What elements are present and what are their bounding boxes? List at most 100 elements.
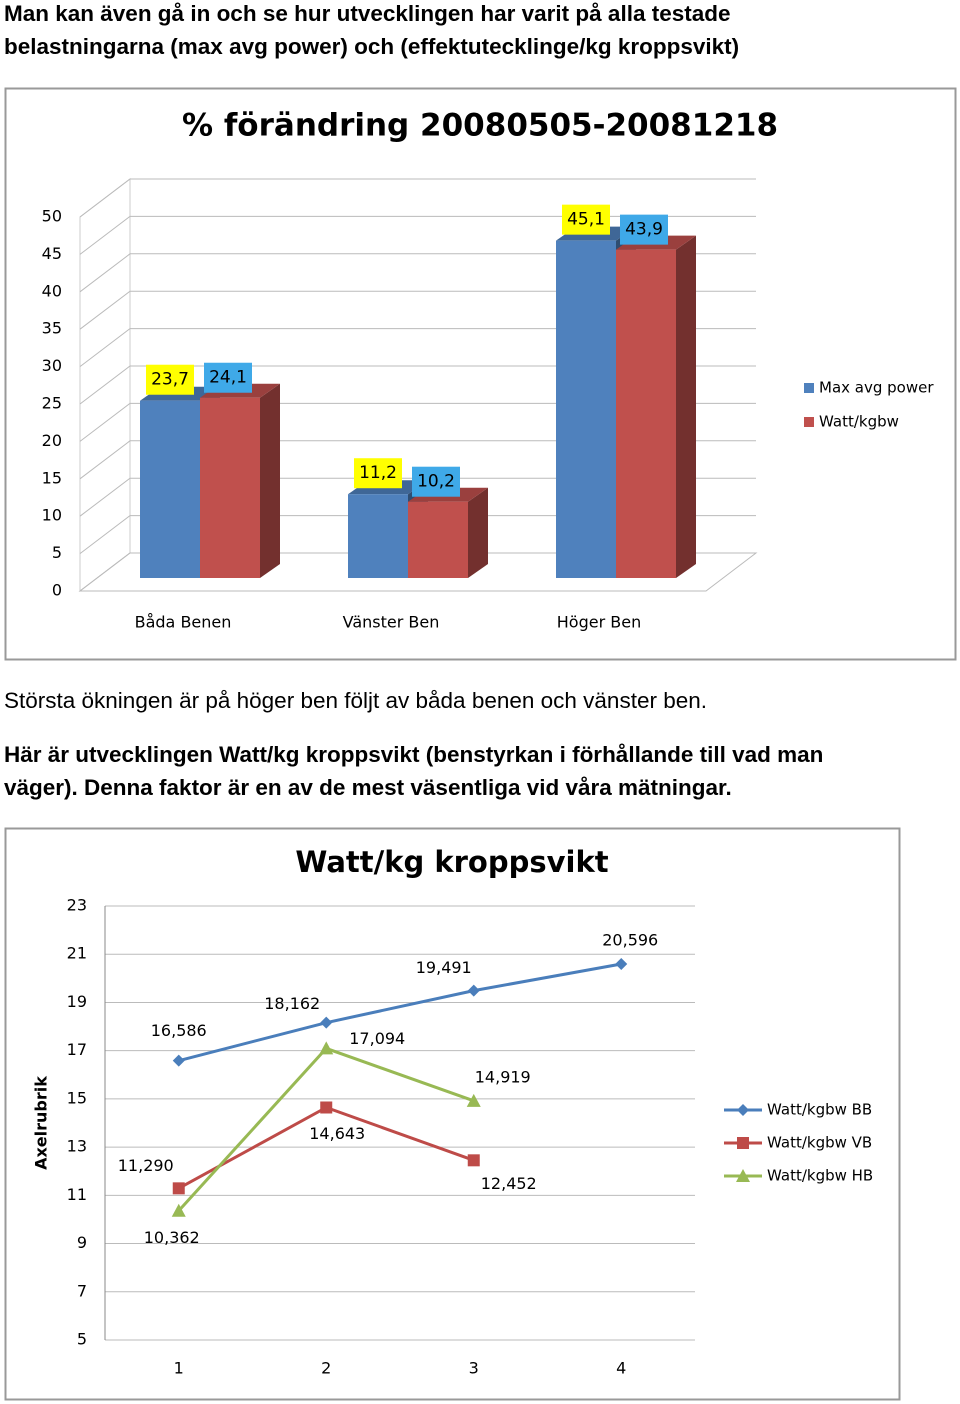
bar — [556, 240, 616, 579]
finding: Största ökningen är på höger ben följt a… — [4, 688, 707, 713]
grid-line — [79, 215, 756, 255]
x-tick-label: 3 — [469, 1359, 479, 1378]
y-tick-label: 15 — [67, 1088, 87, 1107]
legend-marker — [737, 1137, 749, 1149]
next-line: väger). Denna faktor är en av de mest vä… — [4, 775, 732, 800]
y-tick-label: 45 — [42, 244, 62, 263]
grid-line — [79, 440, 756, 480]
value-label: 12,452 — [481, 1174, 537, 1193]
y-tick-label: 0 — [52, 581, 62, 600]
y-tick-label: 23 — [67, 896, 87, 915]
y-tick-label: 5 — [77, 1330, 87, 1349]
point — [467, 1154, 480, 1167]
value-label: 14,643 — [309, 1124, 365, 1143]
intro-line: belastningarna (max avg power) och (effe… — [4, 34, 739, 59]
value-label: 43,9 — [625, 220, 663, 240]
value-label: 16,586 — [151, 1021, 207, 1040]
value-label-bg — [354, 458, 402, 489]
y-tick-label: 10 — [42, 506, 62, 525]
point — [320, 1101, 333, 1114]
y-tick-label: 5 — [52, 543, 62, 562]
value-label-bg — [204, 362, 252, 393]
point — [320, 1016, 333, 1029]
legend-label: Max avg power — [819, 379, 934, 397]
x-tick-label: Vänster Ben — [343, 613, 440, 632]
grid-line — [79, 515, 756, 554]
value-label: 11,2 — [359, 463, 397, 483]
value-label: 19,491 — [416, 958, 472, 977]
y-tick-label: 7 — [77, 1281, 87, 1300]
x-tick-label: Båda Benen — [135, 613, 232, 632]
grid-line — [79, 477, 756, 517]
grid-line — [79, 290, 756, 330]
value-label: 14,919 — [475, 1067, 531, 1086]
y-tick-label: 30 — [42, 356, 62, 375]
y-tick-label: 19 — [67, 992, 87, 1011]
y-tick-label: 11 — [67, 1185, 87, 1204]
grid-line — [79, 365, 756, 405]
legend-label: Watt/kgbw VB — [767, 1134, 872, 1152]
grid-line — [79, 402, 756, 442]
x-tick-label: 2 — [321, 1359, 331, 1378]
bar — [200, 397, 260, 578]
series-line — [178, 962, 622, 1063]
bar — [616, 249, 676, 579]
next-line: Här är utvecklingen Watt/kg kroppsvikt (… — [4, 742, 823, 767]
value-label-bg — [146, 364, 194, 395]
grid-line — [79, 328, 756, 367]
y-tick-label: 21 — [67, 944, 87, 963]
y-tick-label: 20 — [42, 431, 62, 450]
point — [172, 1054, 185, 1067]
value-label-bg — [412, 466, 460, 497]
y-tick-label: 35 — [42, 319, 62, 338]
bar-side — [468, 487, 488, 578]
y-tick-label: 25 — [42, 394, 62, 413]
y-tick-label: 50 — [42, 207, 62, 226]
x-tick-label: Höger Ben — [557, 613, 641, 632]
bar — [140, 400, 200, 578]
x-tick-label: 1 — [174, 1359, 184, 1378]
bar-side — [260, 383, 280, 578]
chart-title: % förändring 20080505-20081218 — [182, 108, 778, 144]
point — [615, 957, 628, 970]
y-tick-label: 13 — [67, 1137, 87, 1156]
grid-line — [79, 178, 756, 218]
y-tick-label: 40 — [42, 281, 62, 300]
value-label: 10,362 — [144, 1228, 200, 1247]
bar — [348, 494, 408, 578]
grid-line — [79, 253, 756, 293]
point — [171, 1203, 186, 1217]
legend-marker — [736, 1169, 750, 1182]
value-label: 23,7 — [151, 370, 189, 390]
value-label: 20,596 — [602, 930, 658, 949]
legend-swatch — [804, 417, 814, 427]
value-label: 17,094 — [349, 1029, 405, 1048]
legend-label: Watt/kgbw — [819, 413, 899, 431]
value-label: 18,162 — [264, 994, 320, 1013]
y-tick-label: 15 — [42, 468, 62, 487]
legend-marker — [737, 1104, 749, 1116]
y-tick-label: 17 — [67, 1040, 87, 1059]
grid-line — [79, 552, 756, 592]
x-tick-label: 4 — [616, 1359, 626, 1378]
y-axis-label: Axelrubrik — [32, 1076, 51, 1170]
value-label: 45,1 — [567, 210, 605, 230]
value-label: 11,290 — [118, 1156, 174, 1175]
bar-side — [676, 235, 696, 579]
value-label: 24,1 — [209, 368, 247, 388]
point — [172, 1182, 185, 1195]
legend-swatch — [804, 383, 814, 393]
point — [466, 1093, 481, 1107]
legend-label: Watt/kgbw HB — [767, 1167, 873, 1185]
value-label-bg — [562, 204, 610, 235]
intro-line: Man kan även gå in och se hur utveckling… — [4, 1, 731, 26]
point — [467, 984, 480, 997]
chart-frame — [4, 827, 901, 1401]
bar — [408, 501, 468, 578]
y-tick-label: 9 — [77, 1233, 87, 1252]
legend-label: Watt/kgbw BB — [767, 1101, 872, 1119]
value-label: 10,2 — [417, 472, 455, 492]
chart-title: Watt/kg kroppsvikt — [295, 845, 608, 879]
point — [319, 1041, 334, 1055]
